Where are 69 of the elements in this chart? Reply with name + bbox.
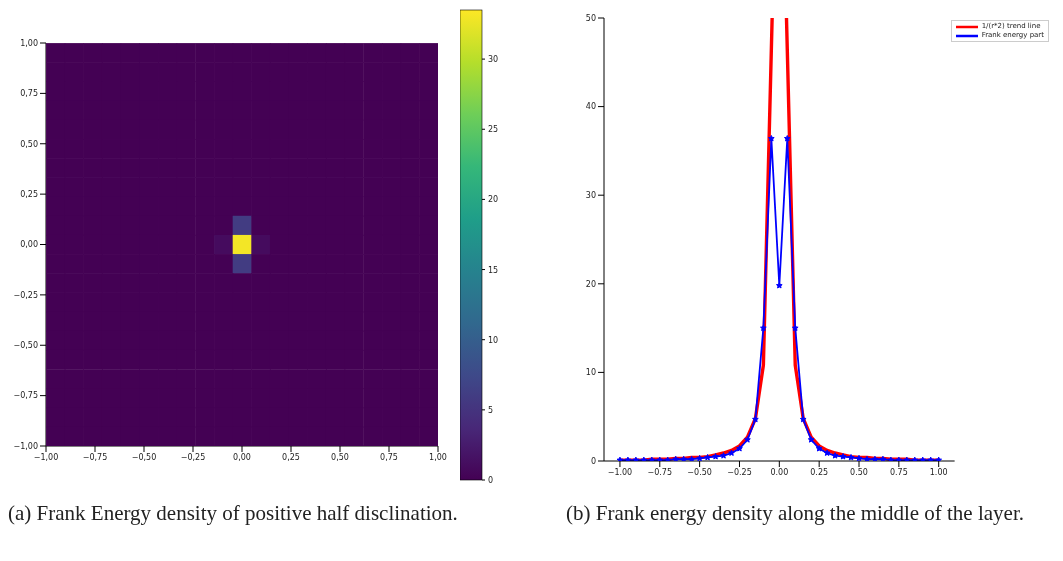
point <box>879 455 887 461</box>
point <box>807 436 815 443</box>
point <box>744 436 751 443</box>
x-tick-label: 0.75 <box>889 467 908 477</box>
y-tick-label: 30 <box>585 191 596 201</box>
x-tick-label: 1.00 <box>929 467 948 477</box>
y-tick-label: 40 <box>585 102 596 112</box>
point <box>720 452 727 459</box>
color-bar-label: 0 <box>488 476 494 485</box>
x-tick-label: 0,00 <box>233 452 251 462</box>
point <box>680 455 688 461</box>
x-tick-label: 0,50 <box>331 452 349 462</box>
x-tick-label: 0,75 <box>380 452 398 462</box>
x-tick-label: −0,50 <box>131 452 157 462</box>
color-bar-label: 30 <box>488 55 499 65</box>
point <box>863 455 871 461</box>
point <box>847 453 855 461</box>
x-tick-label: 1,00 <box>429 452 447 462</box>
y-tick-label: −0,50 <box>13 341 38 351</box>
point <box>855 454 863 461</box>
x-tick-label: −0.50 <box>687 467 712 477</box>
point <box>760 324 767 332</box>
x-tick-label: 0.50 <box>850 467 868 477</box>
y-tick-label: −0,25 <box>13 290 38 300</box>
y-tick-label: 10 <box>585 368 596 378</box>
text: (b) Frank energy density along the middle of the layer. <box>566 500 1025 527</box>
point <box>783 135 791 142</box>
x-tick-label: −0,25 <box>180 452 206 462</box>
point <box>704 453 711 461</box>
color-bar-label: 25 <box>488 125 499 135</box>
point <box>775 282 783 289</box>
point <box>736 445 743 452</box>
point <box>791 324 799 332</box>
x-tick-label: 0,25 <box>282 452 300 462</box>
point <box>799 415 807 423</box>
point <box>688 455 696 461</box>
point <box>871 455 879 461</box>
y-tick-label: 0,00 <box>20 240 38 250</box>
y-tick-label: 50 <box>585 13 596 23</box>
x-tick-label: −1,00 <box>33 452 59 462</box>
y-tick-label: 0 <box>590 456 596 466</box>
point <box>823 449 831 456</box>
x-tick-label: −1.00 <box>607 467 633 477</box>
y-tick-label: 20 <box>585 279 596 289</box>
color-bar-label: 10 <box>488 335 499 345</box>
color-bar-label: 15 <box>488 265 499 275</box>
y-tick-label: 0,75 <box>20 89 38 99</box>
color-bar-label: 5 <box>488 405 494 415</box>
x-tick-label: 0.25 <box>810 467 829 477</box>
x-tick-label: −0.25 <box>727 467 752 477</box>
y-tick-label: 0,50 <box>20 139 38 149</box>
point <box>839 453 847 460</box>
y-tick-label: 0,25 <box>20 189 38 199</box>
point <box>831 452 839 459</box>
point <box>752 415 759 423</box>
y-tick-label: −1,00 <box>13 441 38 451</box>
x-tick-label: −0,75 <box>82 452 108 462</box>
color-bar-label: 20 <box>488 195 499 205</box>
point <box>815 445 823 452</box>
y-tick-label: −0,75 <box>13 391 38 401</box>
x-tick-label: −0.75 <box>647 467 673 477</box>
x-tick-label: 0.00 <box>770 467 789 477</box>
point <box>696 454 703 461</box>
point <box>728 449 735 456</box>
text: (a) Frank Energy density of positive half disclination. <box>8 500 459 527</box>
point <box>672 455 680 461</box>
point <box>767 135 775 142</box>
point <box>712 453 719 460</box>
y-tick-label: 1,00 <box>20 38 38 48</box>
